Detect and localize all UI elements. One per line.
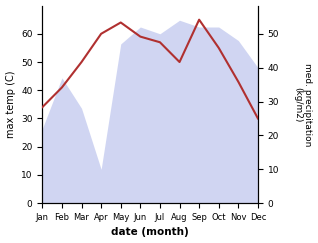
X-axis label: date (month): date (month)	[111, 227, 189, 237]
Y-axis label: max temp (C): max temp (C)	[5, 71, 16, 138]
Y-axis label: med. precipitation
(kg/m2): med. precipitation (kg/m2)	[293, 63, 313, 146]
